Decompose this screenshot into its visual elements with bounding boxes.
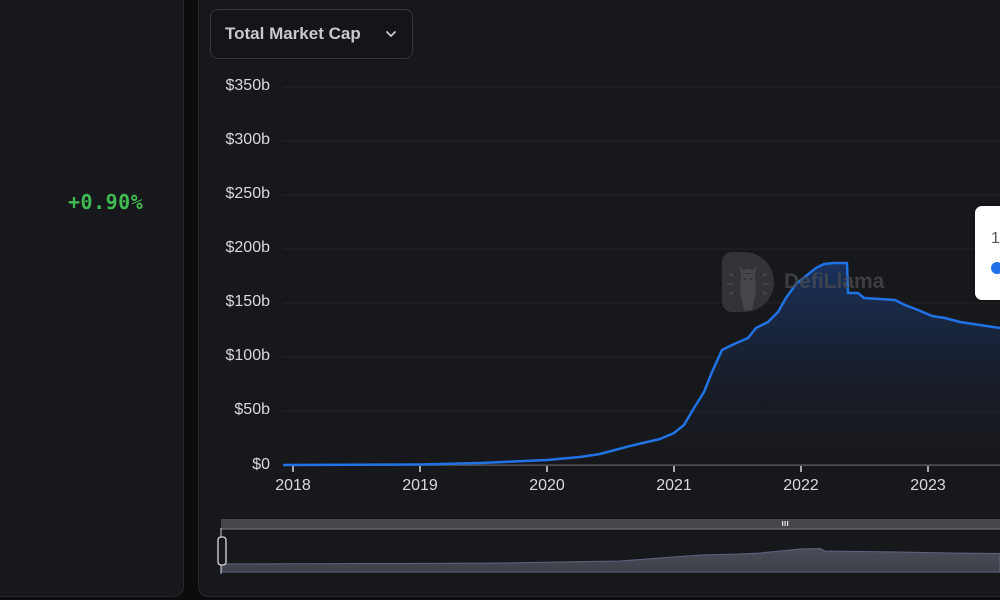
- metric-select-label: Total Market Cap: [225, 24, 361, 43]
- x-tick-label: 2022: [783, 477, 819, 494]
- x-tick-label: 2019: [402, 477, 438, 494]
- x-tick-label: 2021: [656, 477, 692, 494]
- metric-select[interactable]: Total Market Cap: [210, 9, 413, 59]
- grip-lines-icon[interactable]: [782, 521, 789, 526]
- x-tick-label: 2023: [910, 477, 946, 494]
- x-tick-label: 2020: [529, 477, 565, 494]
- series-dot-icon: [991, 262, 1000, 274]
- y-tick-label: $0: [252, 456, 270, 473]
- y-tick-label: $150b: [225, 293, 271, 310]
- change-percentage: +0.90%: [68, 190, 144, 214]
- brush-bar[interactable]: [221, 519, 1000, 529]
- chart-tooltip: 1: [975, 206, 1000, 300]
- y-tick-label: $350b: [225, 77, 271, 94]
- area-fill: [283, 263, 1000, 465]
- stats-panel: [0, 0, 184, 597]
- y-tick-label: $200b: [225, 239, 271, 256]
- tooltip-date: 1: [991, 230, 1000, 247]
- market-cap-line: [282, 261, 1000, 467]
- y-tick-label: $250b: [225, 185, 271, 202]
- y-tick-label: $300b: [225, 131, 271, 148]
- y-tick-label: $50b: [234, 401, 270, 418]
- y-tick-label: $100b: [225, 347, 271, 364]
- watermark-text: DefiLlama: [784, 270, 885, 293]
- chevron-down-icon: [386, 31, 396, 38]
- mini-chart-area: [221, 547, 1000, 573]
- x-tick-label: 2018: [275, 477, 311, 494]
- defillama-watermark: DefiLlama: [722, 252, 884, 312]
- llama-logo-icon: [722, 252, 774, 312]
- range-handle-icon[interactable]: [217, 536, 227, 566]
- x-axis-ticks: [292, 466, 929, 472]
